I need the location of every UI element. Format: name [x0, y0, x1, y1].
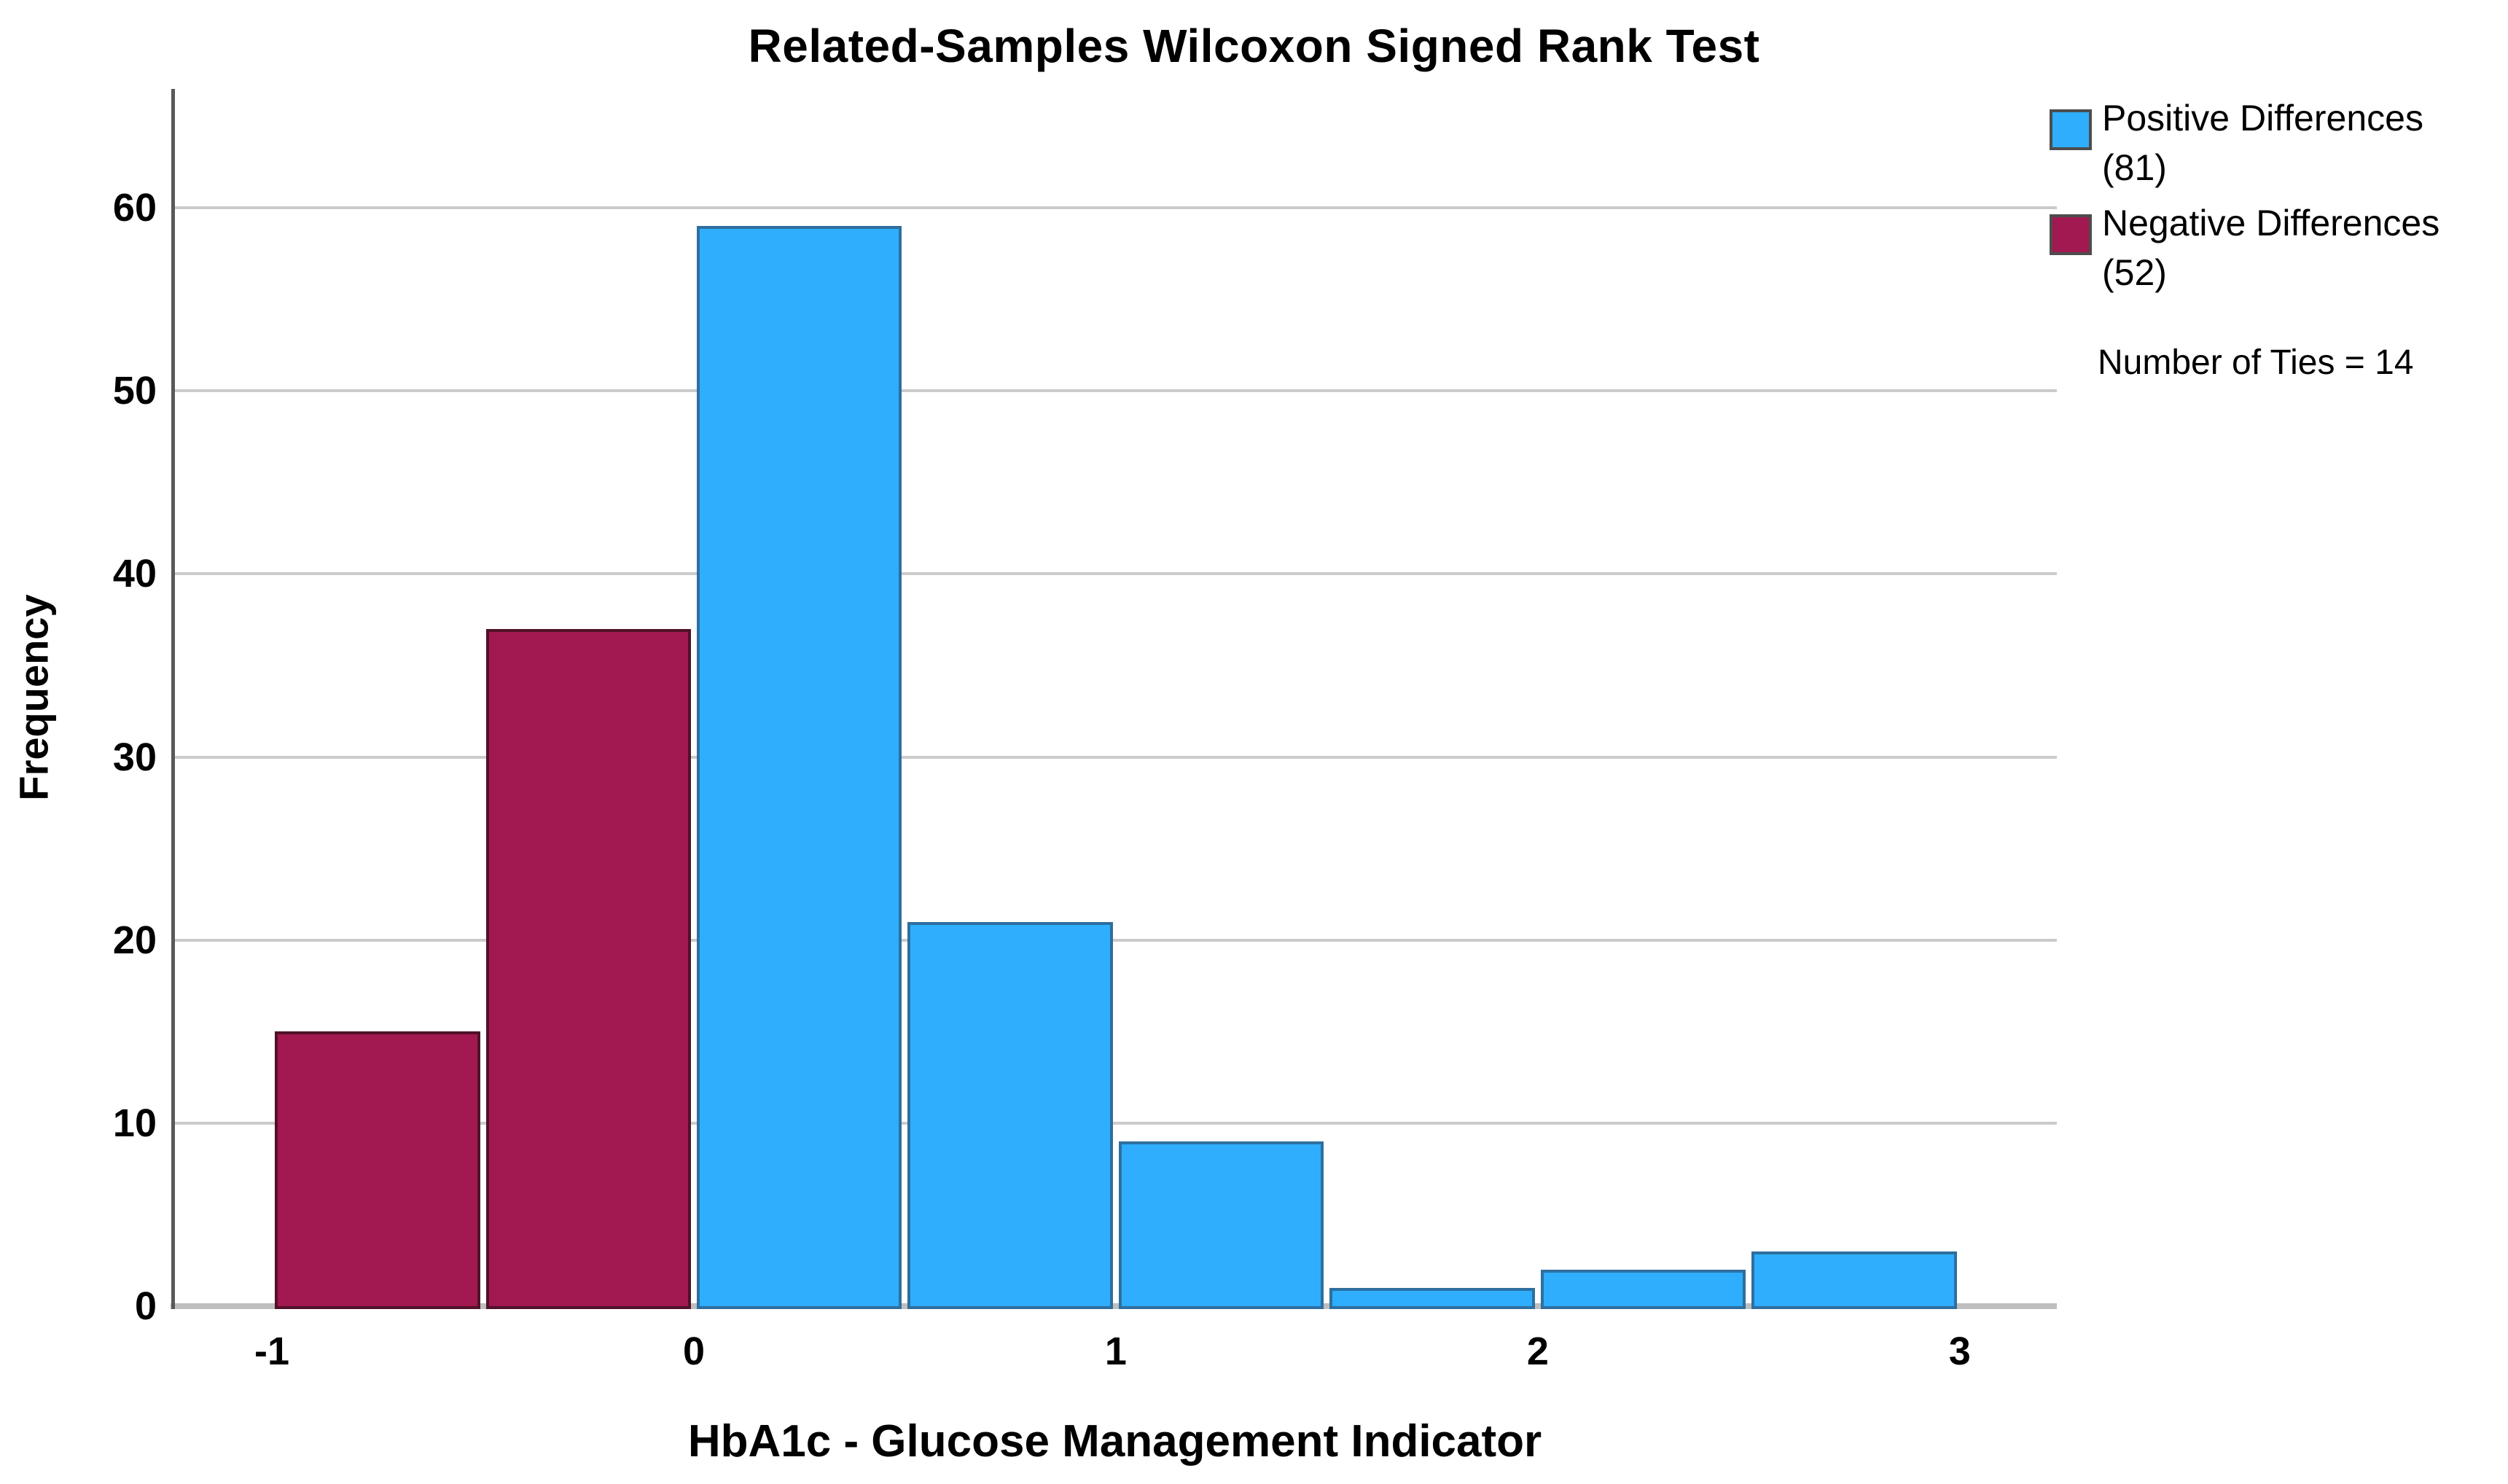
legend-label-negative-text: Negative Differences [2102, 203, 2440, 243]
y-tick-label: 60 [112, 186, 157, 230]
bar-positive [907, 921, 1113, 1309]
gridline [173, 389, 2057, 393]
y-tick-label: 10 [112, 1101, 157, 1145]
legend-swatch-negative [2050, 214, 2092, 255]
gridline [173, 206, 2057, 210]
ties-note: Number of Ties = 14 [2098, 343, 2414, 382]
legend-label-negative: Negative Differences (52) [2102, 198, 2439, 297]
y-tick-label: 50 [112, 369, 157, 413]
legend: Positive Differences (81) Negative Diffe… [2050, 93, 2501, 383]
legend-label-positive-count: (81) [2102, 147, 2167, 188]
legend-item-negative: Negative Differences (52) [2050, 198, 2501, 297]
legend-item-positive: Positive Differences (81) [2050, 93, 2501, 192]
x-tick-label: -1 [254, 1329, 290, 1373]
bar-positive [1329, 1287, 1535, 1309]
chart-title: Related-Samples Wilcoxon Signed Rank Tes… [748, 20, 1760, 72]
gridline [173, 572, 2057, 576]
y-tick-label: 0 [134, 1284, 157, 1328]
gridline [173, 1121, 2057, 1125]
legend-label-positive-text: Positive Differences [2102, 98, 2423, 138]
x-axis-line [171, 1303, 2057, 1309]
legend-label-negative-count: (52) [2102, 252, 2167, 293]
y-tick-label: 30 [112, 735, 157, 779]
bar-positive [1118, 1141, 1324, 1309]
legend-label-positive: Positive Differences (81) [2102, 93, 2423, 192]
x-tick-label: 3 [1948, 1329, 1971, 1373]
bar-positive [1751, 1251, 1957, 1309]
x-axis-title: HbA1c - Glucose Management Indicator [687, 1416, 1542, 1467]
x-tick-label: 2 [1526, 1329, 1549, 1373]
gridline [173, 938, 2057, 942]
bar-negative [485, 628, 691, 1309]
x-tick-label: 1 [1104, 1329, 1127, 1373]
y-tick-label: 20 [112, 918, 157, 962]
y-tick-label: 40 [112, 552, 157, 596]
gridline [173, 755, 2057, 759]
legend-swatch-positive [2050, 109, 2092, 150]
bar-positive [1540, 1269, 1746, 1309]
bar-positive [697, 226, 902, 1309]
bar-negative [275, 1031, 480, 1309]
y-axis-line [171, 89, 175, 1309]
x-tick-label: 0 [682, 1329, 706, 1373]
